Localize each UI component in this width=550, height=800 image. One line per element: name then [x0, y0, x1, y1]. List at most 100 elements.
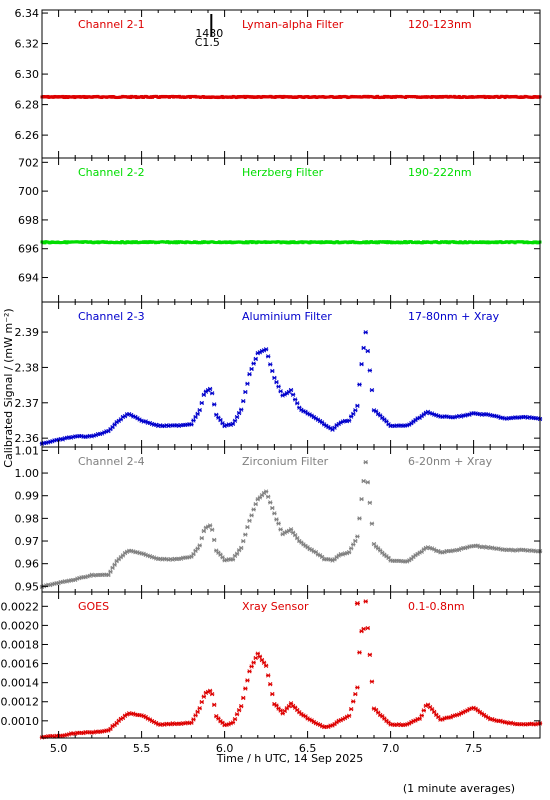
data-point [365, 348, 370, 354]
channel-label: GOES [78, 600, 109, 613]
y-tick-label: 2.39 [15, 326, 40, 339]
data-point [214, 412, 219, 417]
y-tick-label: 0.96 [15, 558, 40, 571]
data-point [268, 362, 273, 367]
data-point [239, 407, 244, 412]
data-point [207, 523, 213, 528]
data-point [359, 362, 364, 367]
data-point [255, 651, 260, 656]
data-point [265, 494, 271, 499]
data-point [241, 538, 246, 544]
data-point [274, 380, 279, 385]
data-point [247, 518, 252, 523]
data-series-1 [40, 94, 542, 100]
data-point [253, 655, 258, 661]
data-point [193, 713, 198, 718]
data-point [357, 382, 362, 387]
data-point [230, 421, 236, 426]
data-point [346, 550, 352, 555]
panel-1: 6.26 6.28 6.30 6.32 6.34 Channel 2-1 Lyman-alp… [15, 7, 542, 159]
data-point [292, 532, 298, 538]
data-point [351, 542, 356, 547]
data-point [367, 368, 373, 373]
data-point [363, 330, 368, 335]
data-point [207, 688, 213, 693]
data-point [232, 716, 238, 722]
data-point [212, 402, 217, 407]
data-point [268, 500, 273, 505]
data-point [195, 546, 200, 551]
data-series-5 [39, 599, 543, 740]
data-point [278, 389, 283, 394]
data-point [243, 389, 248, 395]
data-point [365, 625, 370, 631]
plot-frame [41, 9, 541, 159]
data-point [363, 460, 368, 465]
data-point [249, 366, 254, 372]
data-point [353, 538, 358, 544]
band-label: 6-20nm + Xray [408, 455, 493, 468]
data-point [216, 716, 221, 721]
channel-label: Channel 2-4 [78, 455, 145, 468]
data-point [286, 704, 292, 709]
data-point [346, 713, 352, 718]
y-tick-label: 702 [18, 156, 39, 169]
data-point [234, 712, 240, 717]
x-tick-label: 5.5 [133, 742, 151, 755]
data-point [288, 701, 294, 706]
filter-label: Zirconium Filter [242, 455, 329, 468]
data-point [112, 562, 117, 567]
data-point [355, 685, 360, 690]
panel-4: 0.95 0.96 0.97 0.98 0.99 1.00 1.01 Channel 2-4 Z… [15, 444, 543, 593]
y-tick-label: 6.28 [15, 99, 40, 112]
panel-3: 2.36 2.37 2.38 2.39 Channel 2-3 Aluminium Fil… [15, 301, 543, 448]
data-point [253, 501, 258, 507]
data-point [348, 546, 354, 551]
data-point [197, 706, 202, 711]
data-point [292, 397, 298, 402]
data-point [239, 704, 244, 709]
data-point [239, 545, 244, 551]
y-tick-label: 6.32 [15, 38, 40, 51]
data-point [369, 521, 375, 526]
y-tick-label: 0.95 [15, 580, 40, 593]
data-point [369, 387, 375, 393]
y-tick-label: 2.36 [15, 432, 40, 445]
panel-5: 0.0010 0.0012 0.0014 0.0016 0.0018 0.0020 0.00… [1, 591, 543, 740]
flare-time-label: 1430 [195, 27, 223, 40]
data-point [367, 652, 373, 657]
footnote: (1 minute averages) [403, 782, 515, 795]
y-tick-label: 0.0020 [1, 619, 40, 632]
data-point [436, 714, 441, 720]
data-point [243, 532, 248, 537]
panel-2: 694 696 698 700 702 Channel 2-2 Herzberg Filte… [18, 156, 542, 303]
data-series-3 [39, 330, 543, 446]
y-axis-label: Calibrated Signal / (mW m⁻²) [2, 308, 15, 467]
data-point [199, 535, 204, 541]
data-point [245, 524, 250, 530]
data-point [421, 708, 426, 713]
data-point [251, 507, 256, 512]
data-point [274, 703, 279, 708]
data-point [270, 368, 275, 374]
data-point [249, 664, 254, 669]
data-point [197, 543, 202, 548]
y-tick-label: 6.34 [15, 7, 40, 20]
plot-frame [41, 446, 541, 593]
data-point [212, 537, 217, 543]
y-tick-label: 0.0018 [1, 638, 40, 651]
data-point [236, 708, 242, 713]
y-tick-label: 696 [18, 243, 39, 256]
x-tick-label: 7.5 [465, 742, 483, 755]
data-point [263, 489, 269, 494]
data-point [201, 528, 207, 534]
y-tick-label: 0.0012 [1, 696, 40, 709]
data-point [191, 418, 196, 423]
y-tick-label: 0.97 [15, 535, 40, 548]
data-point [245, 678, 250, 683]
data-point [263, 663, 269, 668]
y-tick-label: 0.0014 [1, 677, 40, 690]
data-point [191, 551, 196, 557]
flare-class-label: C1.5 [195, 36, 220, 49]
